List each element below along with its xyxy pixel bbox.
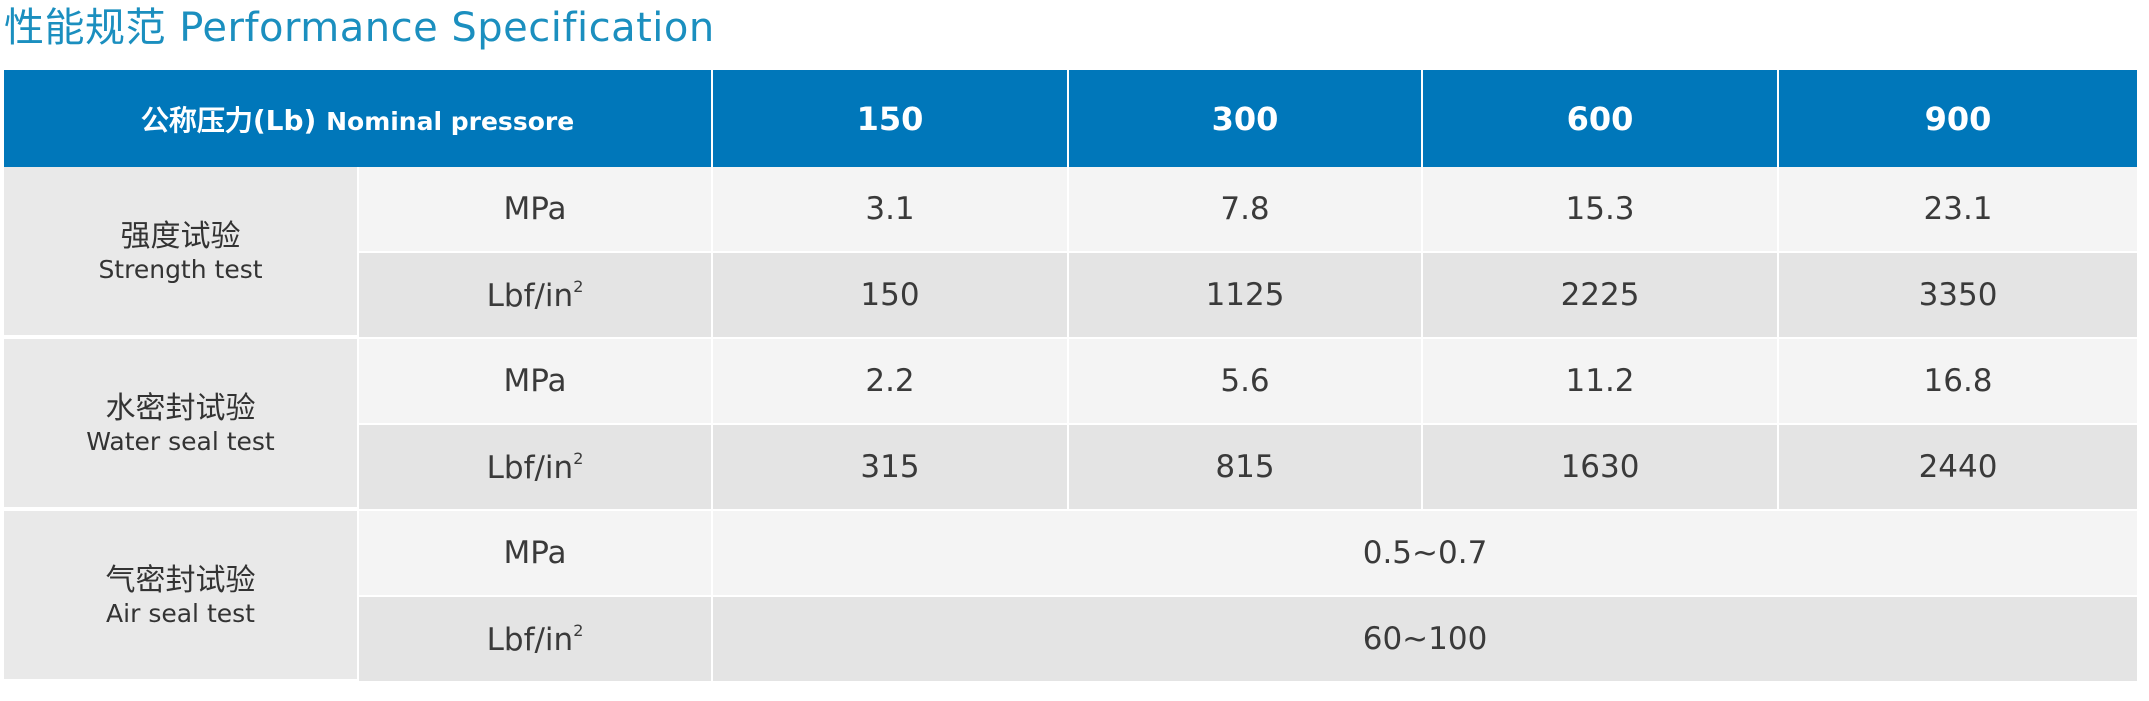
value-cell-merged: 60~100: [713, 597, 2138, 683]
value-cell: 15.3: [1423, 167, 1780, 253]
unit-base: Lbf/in: [486, 449, 574, 486]
air-seal-lbf-row: Lbf/in2 60~100: [4, 597, 2138, 683]
class-header-900: 900: [1779, 70, 2138, 167]
water-seal-lbf-row: Lbf/in2 315 815 1630 2440: [4, 425, 2138, 511]
unit-exponent: 2: [573, 276, 584, 296]
test-name-cn: 强度试验: [120, 219, 241, 254]
air-seal-test-label: 气密封试验 Air seal test: [4, 511, 359, 683]
test-name-en: Strength test: [98, 255, 263, 284]
unit-base: Lbf/in: [486, 277, 574, 314]
test-name-en: Air seal test: [106, 599, 255, 628]
unit-cell: MPa: [359, 339, 714, 425]
nominal-pressure-header: 公称压力(Lb) Nominal pressore: [4, 70, 714, 167]
page-title: 性能规范 Performance Specification: [4, 5, 715, 51]
unit-exponent: 2: [573, 448, 584, 468]
unit-cell: Lbf/in2: [359, 425, 714, 511]
value-cell: 2225: [1423, 253, 1780, 339]
value-cell: 3350: [1779, 253, 2138, 339]
water-seal-mpa-row: 水密封试验 Water seal test MPa 2.2 5.6 11.2 1…: [4, 339, 2138, 511]
value-cell: 1125: [1069, 253, 1424, 339]
unit-exponent: 2: [573, 620, 584, 640]
air-seal-mpa-row: 气密封试验 Air seal test MPa 0.5~0.7: [4, 511, 2138, 683]
water-seal-test-label: 水密封试验 Water seal test: [4, 339, 359, 511]
unit-cell: MPa: [359, 167, 714, 253]
value-cell: 11.2: [1423, 339, 1780, 425]
header-row: 公称压力(Lb) Nominal pressore 150 300 600 90…: [4, 70, 2138, 167]
value-cell: 2440: [1779, 425, 2138, 511]
value-cell: 815: [1069, 425, 1424, 511]
value-cell: 7.8: [1069, 167, 1424, 253]
unit-cell: Lbf/in2: [359, 597, 714, 683]
value-cell: 1630: [1423, 425, 1780, 511]
strength-lbf-row: Lbf/in2 150 1125 2225 3350: [4, 253, 2138, 339]
class-header-300: 300: [1069, 70, 1424, 167]
class-header-600: 600: [1423, 70, 1780, 167]
value-cell: 16.8: [1779, 339, 2138, 425]
value-cell: 315: [713, 425, 1070, 511]
test-name-cn: 气密封试验: [105, 563, 256, 598]
unit-cell: Lbf/in2: [359, 253, 714, 339]
performance-spec-table: 公称压力(Lb) Nominal pressore 150 300 600 90…: [4, 70, 2138, 683]
strength-mpa-row: 强度试验 Strength test MPa 3.1 7.8 15.3 23.1: [4, 167, 2138, 339]
unit-cell: MPa: [359, 511, 714, 597]
value-cell-merged: 0.5~0.7: [713, 511, 2138, 597]
nominal-pressure-label-cn: 公称压力(Lb): [140, 103, 317, 137]
value-cell: 23.1: [1779, 167, 2138, 253]
class-header-150: 150: [713, 70, 1070, 167]
value-cell: 5.6: [1069, 339, 1424, 425]
nominal-pressure-label-en: Nominal pressore: [326, 106, 575, 136]
strength-test-label: 强度试验 Strength test: [4, 167, 359, 339]
value-cell: 150: [713, 253, 1070, 339]
test-name-cn: 水密封试验: [105, 391, 256, 426]
unit-base: Lbf/in: [486, 621, 574, 658]
value-cell: 3.1: [713, 167, 1070, 253]
value-cell: 2.2: [713, 339, 1070, 425]
test-name-en: Water seal test: [86, 427, 275, 456]
